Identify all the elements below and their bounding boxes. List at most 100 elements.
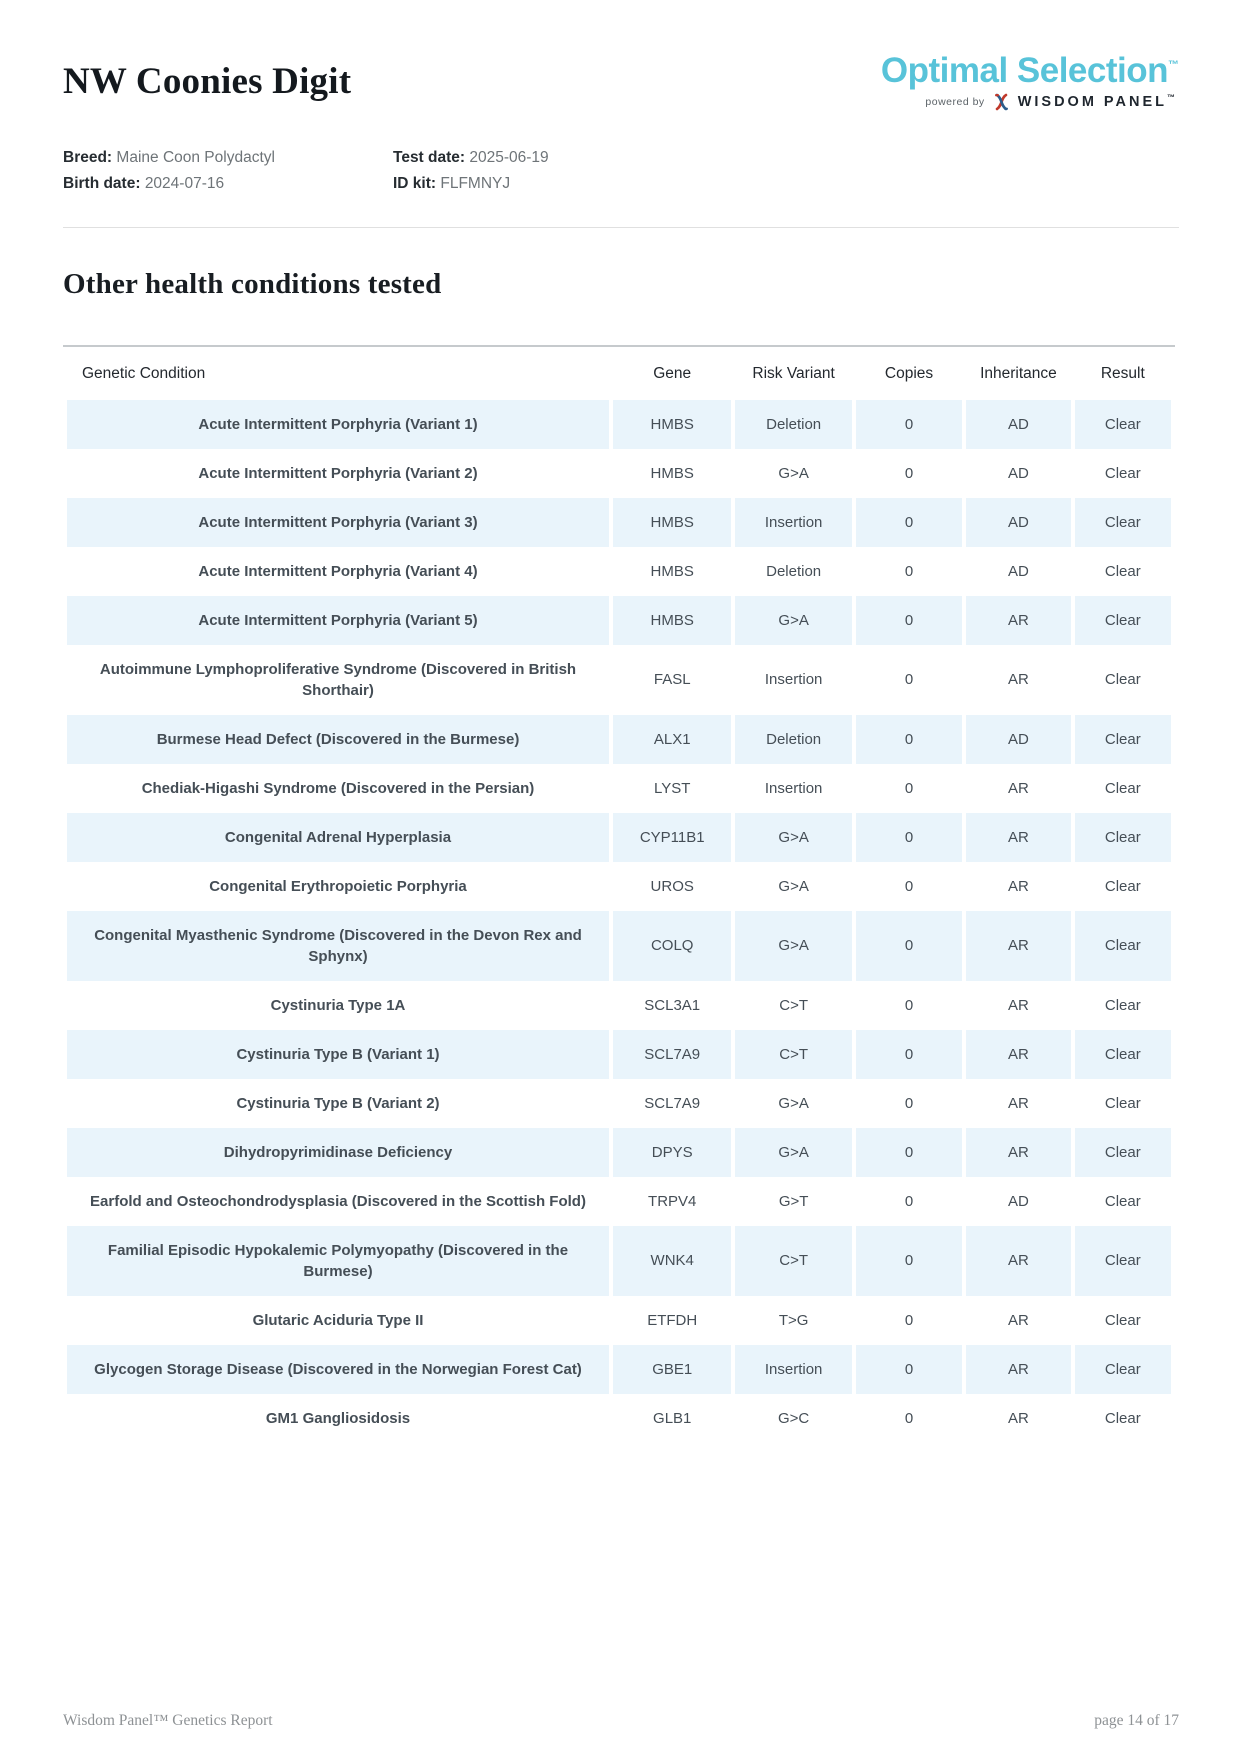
inheritance-cell: AD (966, 497, 1071, 547)
copies-cell: 0 (855, 497, 963, 547)
inheritance-cell: AR (1008, 1094, 1029, 1112)
copies-cell: 0 (855, 812, 963, 862)
footer-report-title: Wisdom Panel™ Genetics Report (63, 1712, 273, 1729)
column-header-gene: Gene (653, 364, 692, 382)
header-divider (63, 226, 1179, 228)
risk-variant-cell: G>A (735, 910, 852, 981)
risk-variant-cell: Insertion (735, 1344, 852, 1394)
copies-cell: 0 (855, 1029, 963, 1079)
gene-cell: HMBS (613, 497, 732, 547)
gene-cell: SCL3A1 (644, 996, 701, 1014)
risk-variant-cell: G>A (778, 877, 809, 895)
id-kit-info-line: ID kit: FLFMNYJ (393, 171, 549, 197)
page-footer: Wisdom Panel™ Genetics Report page 14 of… (63, 1712, 1179, 1730)
result-cell: Clear (1104, 1311, 1141, 1329)
gene-cell: WNK4 (613, 1225, 732, 1296)
inheritance-cell: AD (1008, 464, 1029, 482)
table-row: Cystinuria Type 1A SCL3A1 C>T 0 AR Clear (67, 981, 1171, 1030)
copies-cell: 0 (904, 671, 914, 688)
condition-name-cell: Cystinuria Type 1A (270, 996, 406, 1014)
gene-cell: FASL (653, 671, 691, 688)
column-header-copies: Copies (884, 364, 934, 382)
result-cell: Clear (1104, 671, 1141, 688)
risk-variant-cell: Insertion (764, 779, 823, 797)
table-row: Cystinuria Type B (Variant 2) SCL7A9 G>A… (67, 1079, 1171, 1128)
birth-date-info-line: Birth date: 2024-07-16 (63, 171, 393, 197)
pet-name-title: NW Coonies Digit (63, 61, 352, 102)
column-header-inheritance: Inheritance (980, 364, 1057, 382)
result-cell: Clear (1074, 1225, 1171, 1296)
condition-name-cell: Earfold and Osteochondrodysplasia (Disco… (90, 1192, 586, 1210)
result-cell: Clear (1074, 714, 1171, 764)
gene-cell: HMBS (650, 464, 694, 482)
pet-info-right-column: Test date: 2025-06-19 ID kit: FLFMNYJ (393, 145, 549, 197)
condition-name-cell: Acute Intermittent Porphyria (Variant 1) (67, 399, 609, 449)
gene-cell: COLQ (613, 910, 732, 981)
table-row: Earfold and Osteochondrodysplasia (Disco… (67, 1177, 1171, 1226)
trademark-symbol: ™ (1168, 59, 1179, 71)
inheritance-cell: AR (1008, 671, 1029, 688)
column-header-risk-variant: Risk Variant (752, 364, 835, 382)
copies-cell: 0 (855, 910, 963, 981)
table-row: Congenital Erythropoietic Porphyria UROS… (67, 862, 1171, 911)
result-cell: Clear (1104, 779, 1141, 797)
risk-variant-cell: Deletion (766, 562, 822, 580)
table-row: Congenital Adrenal Hyperplasia CYP11B1 G… (67, 812, 1171, 862)
risk-variant-cell: C>T (735, 1225, 852, 1296)
inheritance-cell: AR (1008, 996, 1029, 1014)
result-cell: Clear (1104, 1094, 1141, 1112)
copies-cell: 0 (855, 1344, 963, 1394)
condition-name-cell: Congenital Adrenal Hyperplasia (67, 812, 609, 862)
risk-variant-cell: G>A (778, 1094, 809, 1112)
pet-info-left-column: Breed: Maine Coon Polydactyl Birth date:… (63, 145, 393, 197)
inheritance-cell: AR (966, 1225, 1071, 1296)
result-cell: Clear (1074, 1029, 1171, 1079)
test-date-value: 2025-06-19 (469, 148, 549, 166)
id-kit-label: ID kit: (393, 174, 437, 192)
table-row: Burmese Head Defect (Discovered in the B… (67, 714, 1171, 764)
result-cell: Clear (1074, 910, 1171, 981)
condition-name-cell: Congenital Myasthenic Syndrome (Discover… (67, 910, 609, 981)
inheritance-cell: AR (966, 812, 1071, 862)
result-cell: Clear (1104, 562, 1141, 580)
table-row: Acute Intermittent Porphyria (Variant 3)… (67, 497, 1171, 547)
condition-name-cell: Cystinuria Type B (Variant 2) (236, 1094, 440, 1112)
risk-variant-cell: Insertion (735, 497, 852, 547)
result-cell: Clear (1074, 812, 1171, 862)
gene-cell: DPYS (613, 1127, 732, 1177)
copies-cell: 0 (904, 1192, 914, 1210)
risk-variant-cell: G>A (735, 595, 852, 645)
condition-name-cell: Acute Intermittent Porphyria (Variant 3) (67, 497, 609, 547)
table-row: Acute Intermittent Porphyria (Variant 1)… (67, 399, 1171, 449)
condition-name-cell: Acute Intermittent Porphyria (Variant 2) (198, 464, 478, 482)
copies-cell: 0 (855, 1127, 963, 1177)
gene-cell: HMBS (613, 399, 732, 449)
section-title: Other health conditions tested (63, 267, 442, 300)
inheritance-cell: AR (966, 1029, 1071, 1079)
brand-logo: Optimal Selection™ powered by WISDOM PAN… (881, 51, 1179, 111)
copies-cell: 0 (904, 1311, 914, 1329)
inheritance-cell: AR (966, 910, 1071, 981)
breed-value: Maine Coon Polydactyl (116, 148, 275, 166)
table-row: Familial Episodic Hypokalemic Polymyopat… (67, 1225, 1171, 1296)
gene-cell: LYST (654, 779, 691, 797)
gene-cell: GLB1 (653, 1409, 692, 1427)
table-row: Acute Intermittent Porphyria (Variant 5)… (67, 595, 1171, 645)
condition-name-cell: Familial Episodic Hypokalemic Polymyopat… (67, 1225, 609, 1296)
breed-label: Breed: (63, 148, 113, 166)
result-cell: Clear (1104, 996, 1141, 1014)
result-cell: Clear (1104, 464, 1141, 482)
inheritance-cell: AR (1008, 779, 1029, 797)
condition-name-cell: Acute Intermittent Porphyria (Variant 4) (198, 562, 478, 580)
copies-cell: 0 (904, 1094, 914, 1112)
inheritance-cell: AD (1008, 562, 1029, 580)
risk-variant-cell: T>G (778, 1311, 809, 1329)
inheritance-cell: AR (966, 1344, 1071, 1394)
gene-cell: SCL7A9 (644, 1094, 701, 1112)
gene-cell: HMBS (613, 595, 732, 645)
trademark-symbol: ™ (1167, 93, 1175, 102)
condition-name-cell: GM1 Gangliosidosis (265, 1409, 411, 1427)
risk-variant-cell: Insertion (764, 671, 823, 688)
risk-variant-cell: G>C (778, 1409, 810, 1427)
inheritance-cell: AR (966, 595, 1071, 645)
